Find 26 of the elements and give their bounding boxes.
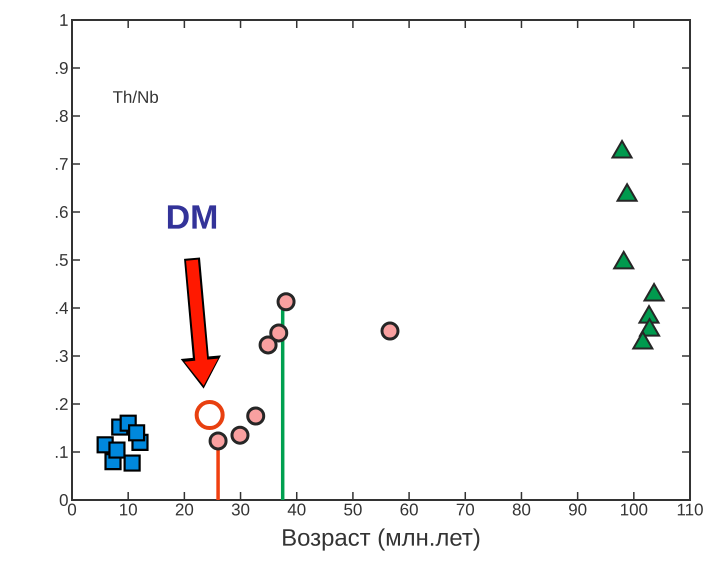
x-tick-label: 70	[456, 504, 474, 516]
x-tick-label: 20	[176, 504, 194, 516]
x-tick-label: 0	[68, 504, 76, 516]
x-tick-label: 90	[569, 504, 586, 516]
x-tick-label: 110	[678, 504, 703, 516]
x-tick-label: 30	[232, 504, 250, 516]
y-tick-label: .3	[56, 350, 68, 362]
y-tick-label: .5	[56, 254, 68, 266]
y-tick-label: .6	[56, 206, 68, 218]
y-tick-label: .9	[56, 62, 68, 74]
x-tick-label: 60	[400, 504, 418, 516]
y-tick-label: 0	[60, 494, 68, 506]
y-tick-label: .4	[56, 302, 68, 314]
x-tick-label: 40	[288, 504, 306, 516]
y-tick-label: .1	[56, 446, 68, 458]
annotation: DM	[168, 205, 216, 229]
x-tick-label: 50	[344, 504, 362, 516]
y-tick-label: 1	[60, 14, 68, 26]
x-tick-label: 100	[620, 504, 648, 516]
y-tick-label: .8	[56, 110, 68, 122]
x-tick-label: 10	[120, 504, 137, 516]
x-tick-label: 80	[512, 504, 530, 516]
y-tick-label: .2	[56, 398, 68, 410]
y-axis-title: Th/Nb	[112, 90, 158, 104]
x-axis-title: Возраст (млн.лет)	[283, 528, 480, 551]
y-tick-label: .7	[56, 158, 68, 170]
